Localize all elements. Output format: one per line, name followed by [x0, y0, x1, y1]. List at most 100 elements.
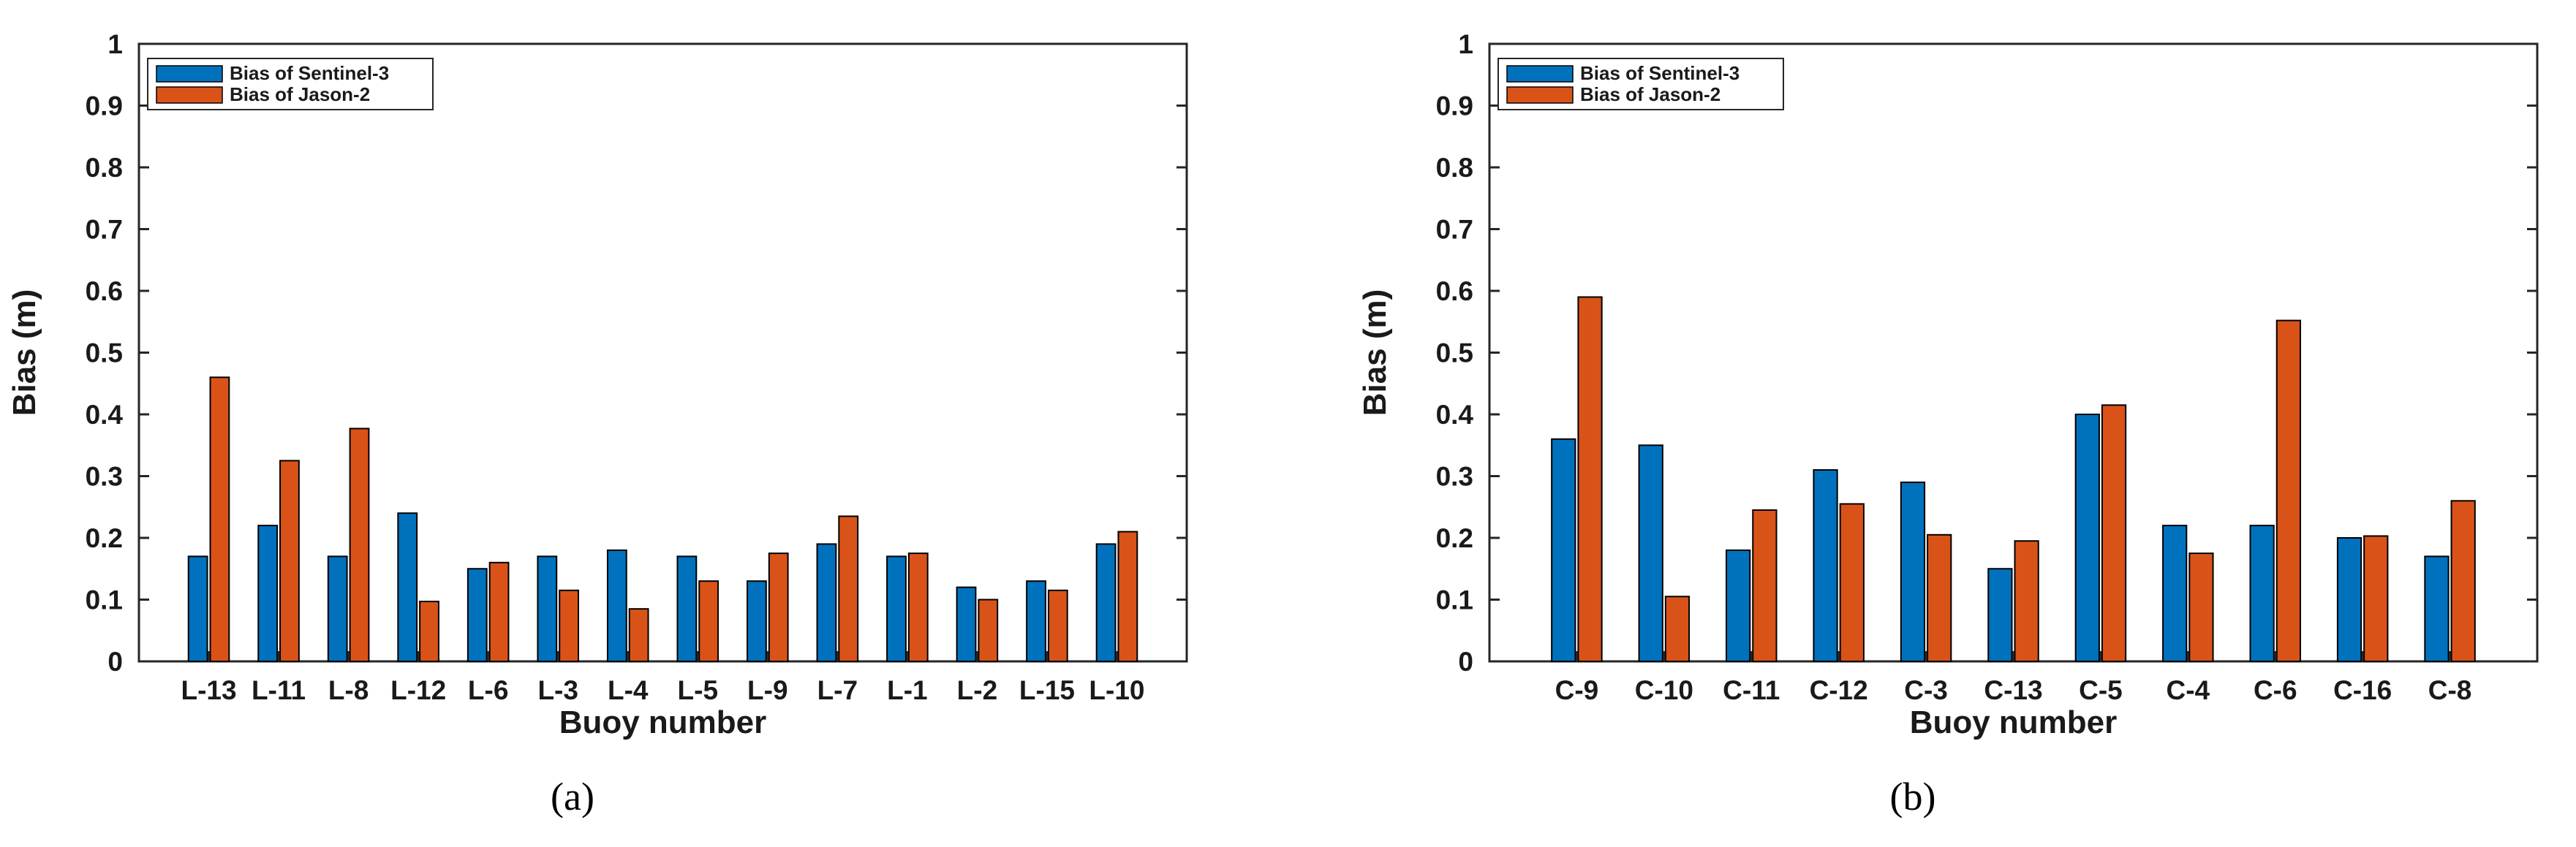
- x-tick-label: C-13: [1984, 675, 2042, 705]
- bar-sentinel-3-L-15: [1026, 580, 1046, 663]
- y-tick-label: 1: [107, 29, 123, 59]
- y-tick-label: 0.3: [86, 462, 123, 492]
- bar-jason-2-C-8: [2450, 500, 2476, 662]
- panel-caption: (b): [1890, 775, 1936, 818]
- x-tick-label: L-5: [678, 675, 719, 705]
- y-tick-label: 0.8: [1436, 153, 1473, 183]
- y-tick-label: 0.8: [86, 153, 123, 183]
- y-axis-title: Bias (m): [1357, 289, 1393, 417]
- bar-jason-2-L-4: [628, 608, 649, 662]
- x-tick-label: L-4: [608, 675, 649, 705]
- y-tick-label: 0.7: [1436, 215, 1473, 245]
- bar-jason-2-C-10: [1664, 596, 1691, 663]
- bar-jason-2-L-5: [698, 580, 719, 663]
- legend-label-sentinel-3: Bias of Sentinel-3: [1580, 62, 1740, 84]
- bar-sentinel-3-C-13: [1987, 568, 2013, 662]
- bar-sentinel-3-C-3: [1900, 481, 1926, 663]
- x-tick-label: C-4: [2167, 675, 2210, 705]
- x-axis-title: Buoy number: [1910, 704, 2118, 740]
- y-tick-label: 0.3: [1436, 462, 1473, 492]
- legend-label-jason-2: Bias of Jason-2: [1580, 83, 1721, 105]
- y-tick-label: 0.5: [1436, 338, 1473, 368]
- x-tick-label: C-9: [1555, 675, 1599, 705]
- y-tick-label: 0.9: [1436, 91, 1473, 121]
- y-tick-label: 0.2: [86, 523, 123, 553]
- y-tick-label: 0.7: [86, 215, 123, 245]
- bar-sentinel-3-C-16: [2336, 537, 2362, 662]
- bar-sentinel-3-L-1: [886, 555, 907, 662]
- x-tick-label: C-10: [1635, 675, 1693, 705]
- y-tick-label: 0: [1458, 647, 1473, 677]
- panel-a: 0 0.1 0.2 0.3 0.4 0.5 0.6 0.7 0.8 0.9 1 L-13 L-11 L-8…: [7, 29, 1188, 818]
- bar-jason-2-L-1: [907, 552, 929, 662]
- bar-jason-2-C-4: [2188, 552, 2214, 662]
- y-tick-label: 1: [1458, 29, 1473, 59]
- legend-swatch-jason-2: [1506, 86, 1574, 104]
- y-tick-label: 0.5: [86, 338, 123, 368]
- y-axis-title: Bias (m): [7, 289, 42, 417]
- x-tick-label: L-3: [537, 675, 578, 705]
- x-tick-label: L-9: [747, 675, 788, 705]
- bar-sentinel-3-C-4: [2162, 525, 2188, 662]
- x-tick-label: L-8: [328, 675, 369, 705]
- bar-sentinel-3-L-8: [327, 555, 348, 662]
- bar-jason-2-L-7: [838, 515, 859, 662]
- legend-swatch-sentinel-3: [156, 65, 223, 83]
- x-tick-label: L-1: [887, 675, 928, 705]
- x-tick-label: L-12: [390, 675, 446, 705]
- bar-jason-2-C-13: [2014, 540, 2039, 662]
- bar-sentinel-3-L-2: [956, 586, 977, 662]
- bar-jason-2-L-10: [1117, 531, 1138, 662]
- bar-sentinel-3-L-3: [537, 555, 558, 662]
- bar-jason-2-L-11: [279, 460, 300, 662]
- bar-sentinel-3-L-13: [187, 555, 208, 662]
- bar-jason-2-L-13: [209, 376, 230, 662]
- bar-jason-2-C-5: [2101, 404, 2127, 662]
- x-tick-label: C-8: [2428, 675, 2472, 705]
- x-tick-label: L-10: [1089, 675, 1144, 705]
- bar-jason-2-C-9: [1577, 296, 1603, 662]
- bar-jason-2-C-6: [2275, 319, 2301, 662]
- bar-jason-2-L-15: [1047, 589, 1068, 663]
- bar-sentinel-3-L-6: [467, 568, 488, 662]
- bar-sentinel-3-C-5: [2074, 414, 2100, 662]
- y-tick-label: 0.1: [1436, 585, 1473, 615]
- y-tick-label: 0.1: [86, 585, 123, 615]
- bar-sentinel-3-L-12: [397, 512, 418, 663]
- bar-sentinel-3-C-8: [2424, 555, 2450, 662]
- bar-jason-2-L-8: [349, 428, 370, 662]
- x-tick-label: L-2: [957, 675, 998, 705]
- x-tick-label: C-6: [2254, 675, 2297, 705]
- y-tick-label: 0.6: [86, 276, 123, 306]
- bar-sentinel-3-L-7: [816, 543, 837, 663]
- legend-label-jason-2: Bias of Jason-2: [230, 83, 370, 105]
- x-tick-label: L-15: [1019, 675, 1075, 705]
- bar-jason-2-L-9: [768, 552, 789, 662]
- bar-jason-2-C-16: [2363, 535, 2389, 663]
- bar-jason-2-C-12: [1839, 503, 1865, 663]
- y-tick-label: 0: [107, 647, 123, 677]
- legend-label-sentinel-3: Bias of Sentinel-3: [230, 62, 389, 84]
- bar-sentinel-3-C-6: [2249, 525, 2275, 662]
- bar-sentinel-3-L-5: [676, 555, 698, 662]
- bar-sentinel-3-C-12: [1813, 469, 1838, 662]
- legend-swatch-sentinel-3: [1506, 65, 1574, 83]
- bar-jason-2-C-3: [1927, 533, 1952, 663]
- bar-jason-2-L-3: [559, 589, 579, 663]
- x-tick-label: C-11: [1723, 675, 1780, 705]
- x-tick-label: C-12: [1810, 675, 1868, 705]
- x-tick-label: L-11: [252, 675, 306, 705]
- y-tick-label: 0.6: [1436, 276, 1473, 306]
- y-tick-label: 0.4: [86, 400, 124, 430]
- y-tick-label: 0.4: [1436, 400, 1474, 430]
- x-tick-label: L-13: [181, 675, 236, 705]
- bar-jason-2-L-12: [419, 601, 439, 662]
- bar-sentinel-3-C-9: [1551, 438, 1576, 662]
- bar-sentinel-3-C-10: [1638, 444, 1663, 662]
- legend-swatch-jason-2: [156, 86, 223, 104]
- y-tick-label: 0.9: [86, 91, 123, 121]
- x-axis-title: Buoy number: [559, 704, 767, 740]
